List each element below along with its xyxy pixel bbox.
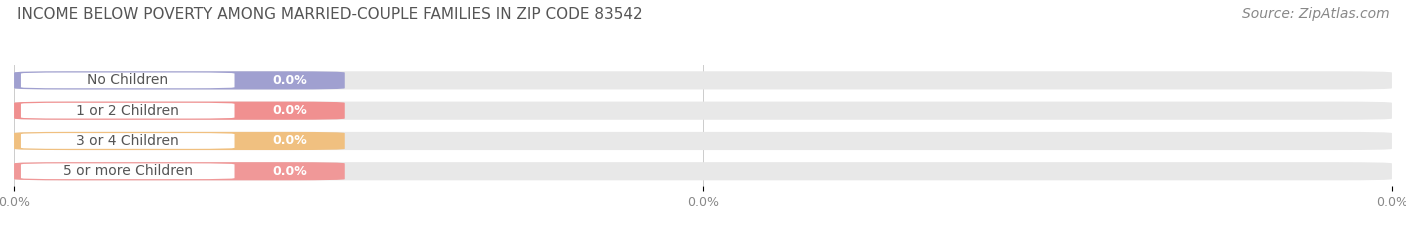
FancyBboxPatch shape <box>14 162 1392 180</box>
Text: 3 or 4 Children: 3 or 4 Children <box>76 134 179 148</box>
FancyBboxPatch shape <box>14 102 1392 120</box>
Text: No Children: No Children <box>87 73 169 87</box>
FancyBboxPatch shape <box>14 132 1392 150</box>
FancyBboxPatch shape <box>14 162 344 180</box>
Text: 0.0%: 0.0% <box>273 74 307 87</box>
FancyBboxPatch shape <box>21 103 235 119</box>
FancyBboxPatch shape <box>14 102 344 120</box>
Text: 1 or 2 Children: 1 or 2 Children <box>76 104 179 118</box>
FancyBboxPatch shape <box>21 72 235 88</box>
FancyBboxPatch shape <box>14 71 1392 89</box>
Text: 0.0%: 0.0% <box>273 104 307 117</box>
Text: 0.0%: 0.0% <box>273 134 307 147</box>
FancyBboxPatch shape <box>21 133 235 149</box>
Text: INCOME BELOW POVERTY AMONG MARRIED-COUPLE FAMILIES IN ZIP CODE 83542: INCOME BELOW POVERTY AMONG MARRIED-COUPL… <box>17 7 643 22</box>
Text: Source: ZipAtlas.com: Source: ZipAtlas.com <box>1241 7 1389 21</box>
FancyBboxPatch shape <box>21 163 235 179</box>
FancyBboxPatch shape <box>14 132 344 150</box>
FancyBboxPatch shape <box>14 71 344 89</box>
Text: 0.0%: 0.0% <box>273 165 307 178</box>
Text: 5 or more Children: 5 or more Children <box>63 164 193 178</box>
